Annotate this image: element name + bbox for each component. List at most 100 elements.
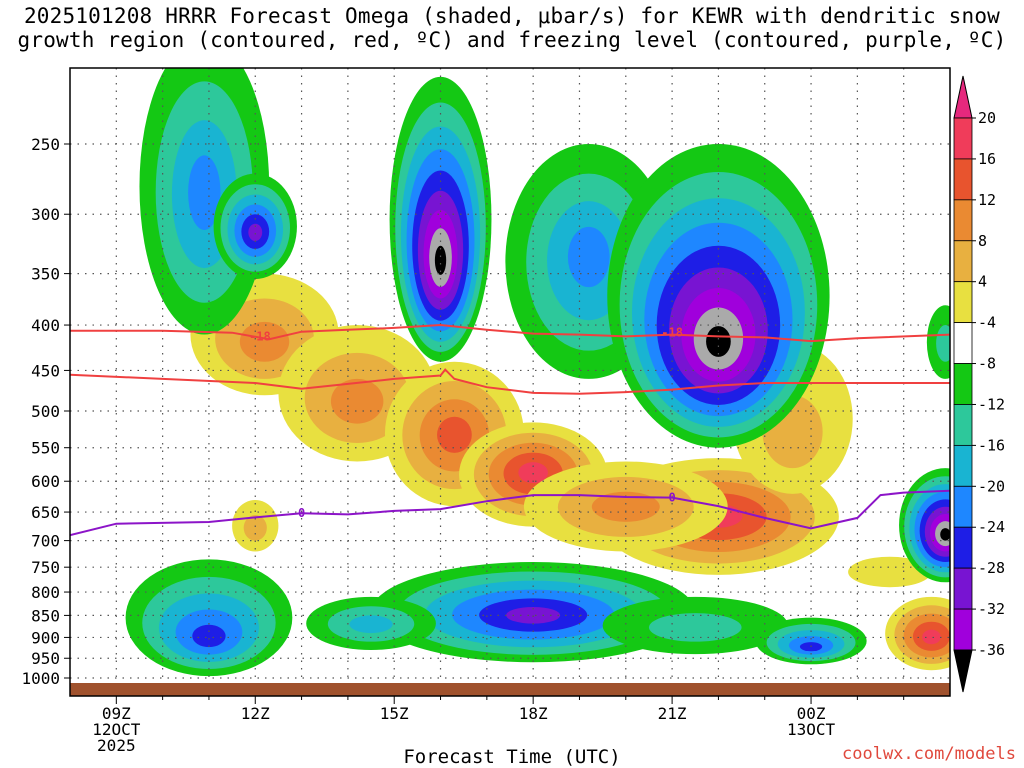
colorbar-band [953,485,973,528]
colorbar-band [953,199,973,242]
colorbar-label: 20 [978,109,996,127]
subsidence-12z-low-level [243,515,267,541]
y-tick-label: 450 [31,361,60,380]
colorbar-band [953,404,973,446]
ascent-00z-low [755,617,867,665]
colorbar-band [953,322,973,364]
ascent-02z-upper-level [936,325,950,362]
x-tick-label: 12Z [241,704,270,723]
x-tick-label: 15Z [380,704,409,723]
subsidence-20z [523,461,728,552]
subsidence-18z-level [518,462,548,484]
y-tick-label: 500 [31,402,60,421]
colorbar-label: -4 [978,314,996,332]
ascent-22z [607,144,830,448]
colorbar-label: -8 [978,355,996,373]
y-tick-label: 250 [31,135,60,154]
colorbar-label: -16 [978,436,1005,454]
freezing-level-contour [70,489,950,537]
colorbar-label: -36 [978,641,1005,659]
colorbar-top-arrow [953,75,973,119]
y-tick-label: 950 [31,649,60,668]
contour-label-m18-b: -18 [661,326,683,340]
subsidence-01z-level [848,556,932,588]
contour-lines: -18 -18 0 0 [70,323,950,537]
subsidence-12z-level [239,321,290,362]
colorbar-band [953,240,973,283]
ascent-14z-low-level [349,615,393,634]
y-tick-label: 600 [31,472,60,491]
x-tick-label: 21Z [658,704,687,723]
colorbar-label: -32 [978,600,1005,618]
chart-title-line1: 2025101208 HRRR Forecast Omega (shaded, … [23,4,1001,28]
x-axis-label: Forecast Time (UTC) [403,746,621,768]
x-tick-label: 2025 [97,736,136,755]
y-tick-label: 750 [31,558,60,577]
dendritic-lower-contour [70,368,950,395]
ascent-16z-level [434,245,447,275]
colorbar-label: 12 [978,191,996,209]
ascent-12z-upper-level [248,223,263,242]
ascent-12z-upper [213,173,297,280]
ascent-21z-low-level [648,613,742,642]
y-tick-label: 800 [31,583,60,602]
y-tick-label: 850 [31,606,60,625]
colorbar-label: 8 [978,232,987,250]
colorbar-label: 16 [978,150,996,168]
y-tick-label: 350 [31,265,60,284]
colorbar: 20 16 12 8 4 -4 -8 -12 -16 -20 -24 -28 -32 -36 [953,75,1005,693]
colorbar-label: -12 [978,395,1005,413]
ascent-02z [899,468,950,583]
ascent-18z-low [371,562,696,663]
y-tick-label: 400 [31,316,60,335]
y-tick-label: 1000 [21,669,60,688]
ascent-11z-upper-level [188,155,221,230]
dendritic-upper-contour [70,323,950,343]
colorbar-label: 4 [978,273,987,291]
subsidence-16z-level [437,416,472,453]
ascent-21z-low [602,596,788,655]
ascent-02z-level [940,528,950,541]
x-tick-label: 00Z [797,704,826,723]
subsidence-02z-low-level [922,629,941,645]
colorbar-band [953,608,973,651]
ascent-22z-level [706,326,731,357]
credit-link[interactable]: coolwx.com/models [842,744,1016,764]
y-tick-label: 900 [31,628,60,647]
colorbar-label: -20 [978,477,1005,495]
y-tick-label: 300 [31,205,60,224]
colorbar-bottom-arrow [953,649,973,693]
ascent-18z-low-level [506,606,561,624]
subsidence-14z-level [330,378,384,424]
colorbar-band [953,444,973,487]
y-tick-label: 550 [31,439,60,458]
colorbar-band [953,567,973,610]
ascent-19z-level [567,226,610,288]
x-tick-label: 12OCT [92,720,141,739]
ascent-14z-low [306,596,436,651]
contour-label-0-a: 0 [298,506,305,520]
ground-bar [70,683,950,696]
x-tick-label: 18Z [519,704,548,723]
subsidence-01z [848,556,932,588]
ascent-11z-low-level [192,624,226,648]
ascent-11z-low [125,559,293,677]
y-tick-label: 700 [31,532,60,551]
chart-title-line2: growth region (contoured, red, ºC) and f… [17,28,1007,52]
colorbar-band [953,158,973,201]
colorbar-band [953,281,973,324]
colorbar-band [953,526,973,569]
omega-shading [125,68,950,677]
y-axis: 250 300 350 400 450 500 550 600 650 700 750 800 850 9… [21,135,70,688]
contour-label-m18-a: -18 [249,329,271,343]
colorbar-label: -28 [978,559,1005,577]
colorbar-band [953,117,973,160]
subsidence-02z-low [885,596,950,671]
colorbar-band [953,363,973,405]
subsidence-20z-level [591,491,660,522]
x-tick-label: 09Z [102,704,131,723]
contour-label-0-b: 0 [668,491,675,505]
plot-frame [69,67,951,697]
